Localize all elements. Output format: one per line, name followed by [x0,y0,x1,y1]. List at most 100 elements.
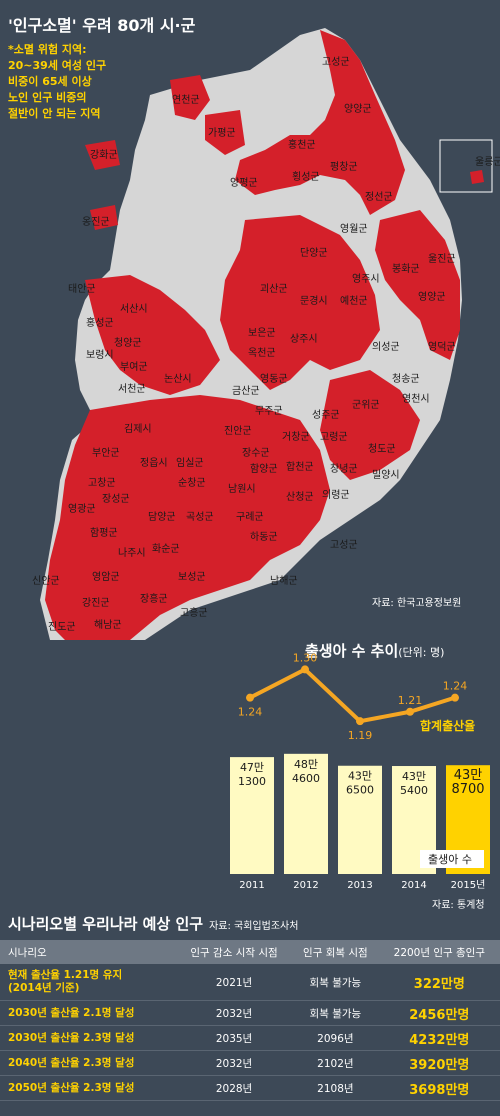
cell-scenario: 2030년 출산율 2.3명 달성 [0,1025,176,1051]
cell-pop: 3920만명 [378,1050,500,1076]
scenario-table: 시나리오 인구 감소 시작 시점 인구 회복 시점 2200년 인구 총인구 현… [0,940,500,1101]
x-tick-label: 2014 [401,880,426,891]
risk-region-ulleung [470,170,484,184]
map-label: 무주군 [255,405,283,417]
bar-label: 43만 [348,770,372,783]
map-label: 연천군 [172,94,200,106]
cell-scenario-line: 현재 출산율 1.21명 유지 [8,969,123,981]
rate-label: 1.30 [293,651,318,664]
legend-note-line: 절반이 안 되는 지역 [8,107,101,120]
bar-label: 47만 [240,761,264,774]
map-label: 부안군 [92,447,120,459]
map-label: 하동군 [250,530,278,543]
legend-note-line: 비중이 65세 이상 [8,75,92,88]
map-label: 청도군 [368,443,396,455]
map-label: 남원시 [228,483,256,495]
rate-label: 1.21 [398,694,423,707]
map-label: 금산군 [232,385,260,397]
x-tick-label: 2012 [293,880,318,891]
cell-decline: 2035년 [176,1025,293,1051]
col-pop: 2200년 인구 총인구 [378,940,500,964]
table-row: 2030년 출산율 2.1명 달성 2032년 회복 불가능 2456만명 [0,1000,500,1026]
line-group: 1.24 1.30 1.19 1.21 1.24 [238,651,468,742]
cell-scenario: 2050년 출산율 2.3명 달성 [0,1075,176,1101]
rate-point [246,693,254,702]
map-label: 괴산군 [260,283,288,295]
map-label: 영덕군 [428,341,456,353]
x-tick-label: 2011 [239,880,264,891]
map-label: 장성군 [102,493,130,505]
risk-region-ongjin [90,205,118,230]
map-label: 산청군 [286,491,314,503]
map-label: 문경시 [300,294,328,307]
map-label: 서산시 [120,303,148,315]
map-label: 함양군 [250,463,278,475]
map-label: 의성군 [372,341,400,353]
map-labels: 고성군연천군양양군가평군홍천군강화군울릉군양평군횡성군평창군정선군옹진군영월군단… [32,56,500,633]
map-label: 정선군 [365,191,393,203]
bar-label: 43만 [454,768,483,783]
bar-label: 1300 [238,775,266,788]
bar-label: 48만 [294,758,318,771]
births-title: 출생아 수 추이(단위: 명) [305,640,444,661]
map-label: 보은군 [248,327,276,339]
map-label: 부여군 [120,361,148,373]
map-label: 정읍시 [140,457,168,469]
map-label: 옹진군 [82,216,110,228]
map-label: 의령군 [322,489,350,501]
table-row: 2030년 출산율 2.3명 달성 2035년 2096년 4232만명 [0,1025,500,1051]
col-recovery: 인구 회복 시점 [292,940,379,964]
map-label: 합천군 [286,461,314,473]
map-label: 양양군 [344,103,372,115]
map-label: 강화군 [90,149,118,161]
table-header-row: 시나리오 인구 감소 시작 시점 인구 회복 시점 2200년 인구 총인구 [0,940,500,964]
map-label: 평창군 [330,161,358,173]
risk-region-gapyeong [205,110,245,155]
map-label: 논산시 [164,373,192,385]
map-label: 고성군 [330,539,358,551]
map-label: 예천군 [340,295,368,307]
cell-pop: 2456만명 [378,1000,500,1026]
map-label: 태안군 [68,283,96,295]
map-label: 서천군 [118,383,146,395]
bar [338,765,382,874]
table-row: 2040년 출산율 2.3명 달성 2032년 2102년 3920만명 [0,1050,500,1076]
map-label: 신안군 [32,575,60,587]
map-label: 영광군 [68,503,96,515]
map-label: 봉화군 [392,263,420,275]
map-label: 보령시 [86,349,114,361]
map-label: 고령군 [320,431,348,443]
cell-decline: 2032년 [176,1000,293,1026]
map-label: 밀양시 [372,469,400,481]
risk-region-north [235,30,405,215]
bar-label-box [420,850,484,868]
map-label: 옥천군 [248,347,276,359]
cell-decline: 2032년 [176,1050,293,1076]
line-series-label: 합계출산율 [420,718,475,733]
map-label: 양평군 [230,177,258,189]
map-label: 김제시 [124,423,152,435]
bar-label: 43만 [402,770,426,783]
risk-region-east [375,210,460,360]
scenario-source: 자료: 국회입법조사처 [209,921,299,932]
map-label: 청양군 [114,337,142,349]
cell-decline: 2028년 [176,1075,293,1101]
bar [230,757,274,874]
cell-recovery: 2102년 [292,1050,379,1076]
bar-series-label: 출생아 수 [428,853,472,866]
cell-recovery: 회복 불가능 [292,964,379,1001]
rate-point [356,717,364,726]
col-decline: 인구 감소 시작 시점 [176,940,293,964]
cell-scenario: 현재 출산율 1.21명 유지 (2014년 기준) [0,964,176,1001]
map-label: 영주시 [352,273,380,285]
map-label: 영천시 [402,393,430,405]
map-label: 장흥군 [140,592,168,605]
legend-note-line: 20~39세 여성 인구 [8,59,107,72]
page-title: '인구소멸' 우려 80개 시·군 [8,16,196,35]
map-label: 창녕군 [330,463,358,475]
map-label: 임실군 [176,456,204,469]
bar-label: 6500 [346,784,374,797]
map-label: 울진군 [428,253,456,265]
risk-region-southeast [320,370,420,480]
